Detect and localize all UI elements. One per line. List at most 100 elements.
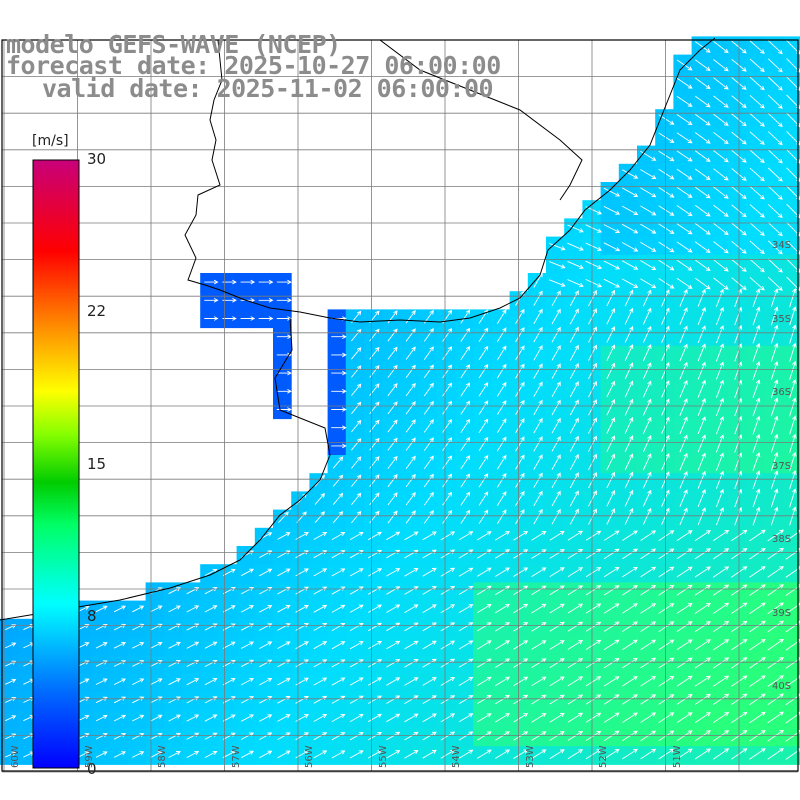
wind-arrow <box>423 491 434 506</box>
wind-arrow <box>569 417 579 434</box>
wind-arrow <box>515 472 525 488</box>
wind-arrow <box>478 509 489 524</box>
wind-arrow <box>640 621 657 632</box>
wind-arrow <box>476 731 492 741</box>
wind-arrow <box>150 751 163 758</box>
wind-arrow <box>569 344 579 361</box>
wind-arrow <box>567 640 584 650</box>
wind-arrow <box>259 586 273 595</box>
wind-arrow <box>349 677 364 686</box>
wind-arrow <box>349 568 364 577</box>
wind-arrow <box>767 547 784 560</box>
wind-arrow <box>404 677 419 686</box>
wind-arrow <box>367 750 383 759</box>
wind-arrow <box>515 308 525 325</box>
wind-arrow <box>386 695 401 704</box>
wind-arrow <box>423 400 434 415</box>
wind-arrow <box>752 433 761 453</box>
wind-arrow <box>749 529 766 542</box>
wind-arrow <box>676 223 693 235</box>
wind-arrow <box>422 713 437 723</box>
wind-arrow <box>204 316 219 321</box>
wind-arrow <box>785 638 800 651</box>
wind-arrow <box>676 675 693 687</box>
wind-arrow <box>606 307 616 325</box>
wind-arrow <box>531 567 547 577</box>
wind-arrow <box>640 241 657 252</box>
wind-arrow <box>77 642 90 649</box>
wind-arrow <box>749 693 766 706</box>
wind-arrow <box>789 488 797 508</box>
wind-arrow <box>785 693 800 706</box>
wind-arrow <box>405 364 416 378</box>
wind-arrow <box>331 352 347 358</box>
wind-arrow <box>222 750 236 759</box>
wind-arrow <box>442 491 453 506</box>
wind-arrow <box>351 510 362 524</box>
wind-arrow <box>515 381 525 397</box>
latitude-label: 40S <box>772 681 792 692</box>
wind-arrow <box>513 622 529 632</box>
wind-arrow <box>476 622 492 632</box>
latitude-label: 38S <box>772 534 792 545</box>
wind-arrow <box>697 325 706 344</box>
wind-arrow <box>531 640 547 650</box>
wind-arrow <box>531 749 547 759</box>
wind-arrow <box>331 389 347 394</box>
wind-arrow <box>676 277 693 289</box>
wind-arrow <box>697 379 706 398</box>
wind-arrow <box>440 531 456 541</box>
wind-arrow <box>515 436 525 452</box>
wind-arrow <box>749 748 766 760</box>
wind-arrow <box>567 731 584 741</box>
wind-arrow <box>351 456 362 469</box>
wind-arrow <box>331 732 346 741</box>
wind-arrow <box>495 603 510 614</box>
wind-arrow <box>767 204 783 219</box>
wind-arrow <box>697 416 706 435</box>
wind-arrow <box>606 453 616 471</box>
wind-arrow <box>277 586 291 595</box>
wind-arrow <box>113 642 127 649</box>
longitude-label: 54W <box>451 745 462 768</box>
wind-arrow <box>222 568 236 577</box>
wind-arrow <box>386 731 401 741</box>
wind-arrow <box>622 603 638 614</box>
wind-arrow <box>694 639 711 651</box>
wind-arrow <box>313 641 328 650</box>
wind-arrow <box>789 451 797 472</box>
wind-arrow <box>332 474 344 487</box>
wind-arrow <box>749 547 766 560</box>
wind-arrow <box>694 204 711 217</box>
wind-arrow <box>77 696 90 704</box>
wind-arrow <box>694 277 711 290</box>
wind-arrow <box>585 603 602 614</box>
wind-arrow <box>785 566 800 578</box>
wind-arrow <box>588 344 597 361</box>
wind-arrow <box>694 113 711 126</box>
wind-arrow <box>495 658 510 668</box>
wind-arrow <box>458 658 474 668</box>
wind-arrow <box>658 132 675 144</box>
wind-arrow <box>422 640 437 650</box>
wind-arrow <box>551 417 561 434</box>
wind-arrow <box>549 549 565 559</box>
wind-arrow <box>712 657 730 669</box>
wind-arrow <box>752 379 761 399</box>
wind-arrow <box>515 363 525 379</box>
wind-arrow <box>588 326 597 343</box>
wind-arrow <box>697 343 706 362</box>
wind-arrow <box>513 567 529 577</box>
wind-arrow <box>676 150 693 162</box>
wind-arrow <box>603 639 620 650</box>
wind-arrow <box>460 309 471 324</box>
wind-arrow <box>442 455 453 470</box>
wind-arrow <box>331 604 346 613</box>
wind-arrow <box>277 714 291 722</box>
wind-arrow <box>276 370 292 376</box>
wind-arrow <box>694 566 711 578</box>
wind-arrow <box>386 713 401 723</box>
wind-arrow <box>752 415 761 435</box>
wind-arrow <box>767 657 784 669</box>
wind-arrow <box>495 567 510 577</box>
